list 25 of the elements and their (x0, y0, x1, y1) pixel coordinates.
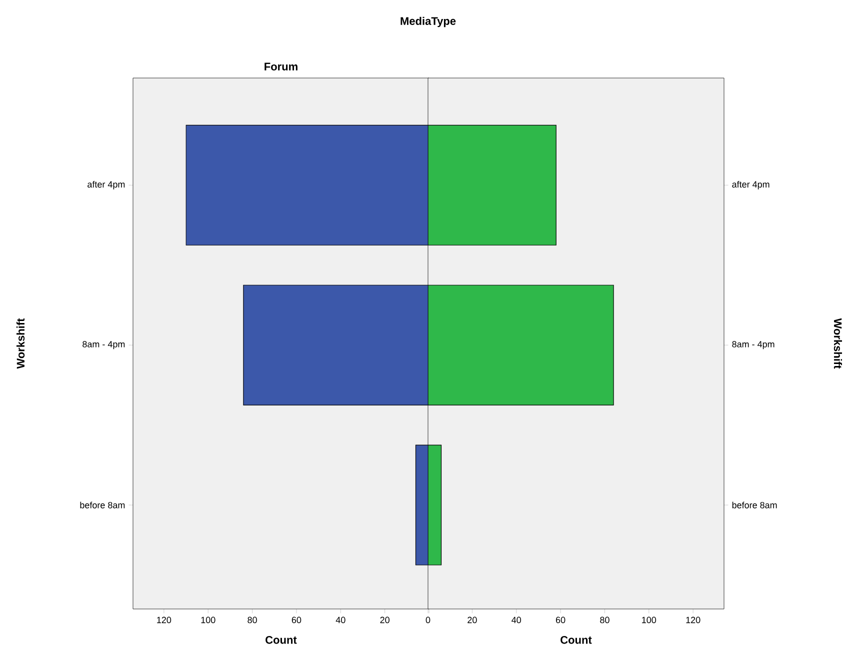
x-tick-label: 120 (157, 616, 172, 624)
y-tick-label: 8am - 4pm (732, 341, 774, 350)
x-tick-label: 60 (556, 616, 566, 624)
x-tick-label: 80 (248, 616, 257, 624)
y-tick-label: before 8am (732, 502, 777, 508)
y-axis-title: Workshift (16, 318, 25, 369)
x-axis-title: Count (266, 636, 297, 644)
x-tick-label: 40 (512, 616, 522, 624)
y-tick-label: after 4pm (732, 180, 770, 190)
x-tick-label: 20 (468, 616, 477, 624)
y-axis-title: Workshift (834, 318, 842, 369)
y-tick-label: 8am - 4pm (82, 341, 125, 350)
x-tick-label: 80 (600, 616, 610, 624)
text: MediaType (400, 16, 456, 28)
y-tick-label: before 8am (80, 502, 125, 508)
x-axis-title: Count (560, 636, 592, 644)
y-tick-label: after 4pm (88, 180, 125, 190)
x-tick-label: 60 (292, 616, 302, 624)
x-tick-label: 20 (380, 616, 390, 624)
x-tick-label: 100 (642, 616, 656, 624)
x-tick-label: 100 (201, 616, 216, 624)
x-tick-label: 120 (686, 616, 700, 624)
chart-title: Forum (264, 62, 298, 70)
x-tick-label: 0 (426, 616, 430, 624)
x-tick-label: 40 (336, 616, 346, 624)
